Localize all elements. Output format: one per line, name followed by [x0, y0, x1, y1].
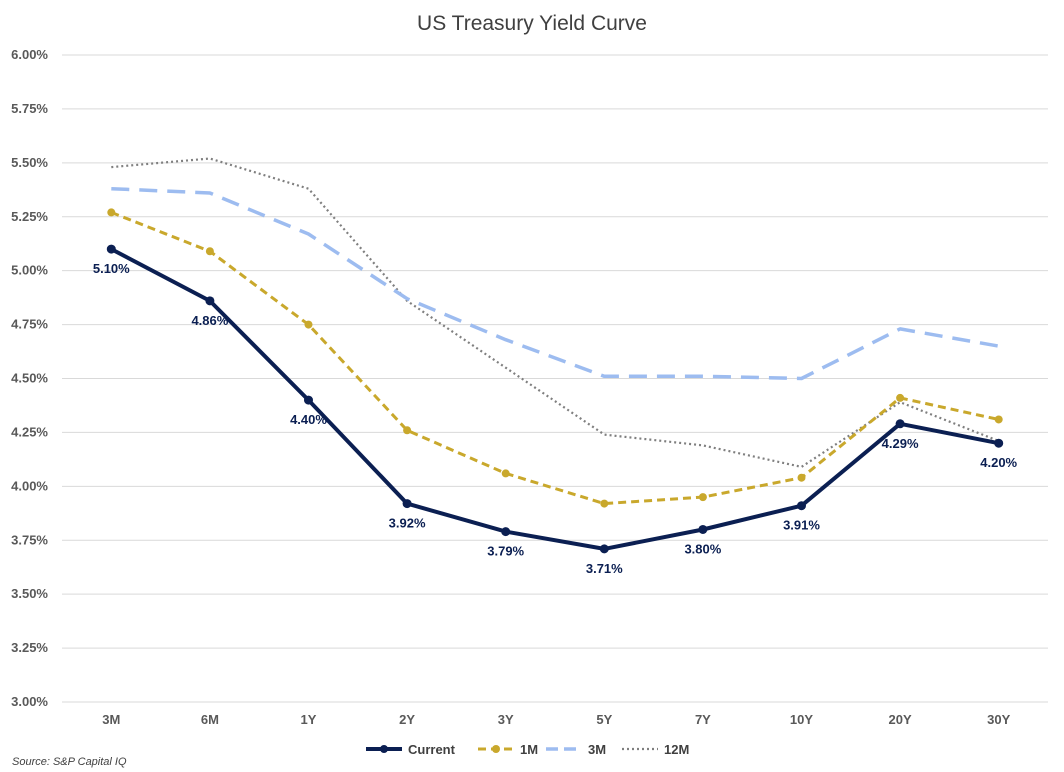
data-point — [501, 469, 510, 478]
legend-label: 1M — [520, 742, 538, 757]
data-point — [599, 544, 609, 554]
data-point — [994, 415, 1003, 424]
data-label: 3.79% — [487, 544, 524, 559]
data-point — [304, 395, 313, 405]
x-tick-label: 7Y — [695, 712, 711, 727]
data-point — [797, 473, 806, 482]
data-point — [896, 393, 905, 402]
x-tick-label: 30Y — [987, 712, 1010, 727]
x-tick-label: 20Y — [889, 712, 912, 727]
legend-marker — [380, 745, 388, 753]
data-label: 4.29% — [882, 436, 919, 451]
x-axis-ticks: 3M 6M 1Y 2Y 3Y 5Y 7Y 10Y 20Y 30Y — [102, 712, 1010, 727]
y-tick-label: 5.50% — [11, 155, 48, 170]
y-tick-label: 5.00% — [11, 263, 48, 278]
data-point — [698, 524, 708, 534]
legend-marker — [492, 745, 500, 753]
legend-label: 12M — [664, 742, 689, 757]
y-tick-label: 6.00% — [11, 47, 48, 62]
legend-item-1m: 1M — [478, 742, 538, 757]
y-tick-label: 3.50% — [11, 586, 48, 601]
data-label: 3.92% — [389, 516, 426, 531]
data-label: 3.80% — [684, 541, 721, 556]
y-tick-label: 3.25% — [11, 640, 48, 655]
data-point — [403, 426, 412, 435]
data-point — [106, 244, 116, 254]
y-tick-label: 4.75% — [11, 317, 48, 332]
source-note: Source: S&P Capital IQ — [12, 756, 127, 768]
y-tick-label: 3.75% — [11, 532, 48, 547]
legend-item-current: Current — [366, 742, 456, 757]
data-point — [501, 527, 511, 537]
legend-item-12m: 12M — [622, 742, 689, 757]
data-label: 4.86% — [191, 313, 228, 328]
y-tick-label: 5.25% — [11, 209, 48, 224]
data-point — [600, 499, 609, 508]
data-label: 5.10% — [93, 261, 130, 276]
series-line — [111, 186, 1000, 381]
series-line — [110, 247, 1000, 551]
chart-title: US Treasury Yield Curve — [417, 12, 647, 35]
data-point — [797, 501, 806, 511]
data-point — [895, 419, 905, 429]
data-label: 3.71% — [586, 561, 623, 576]
data-point — [304, 320, 313, 329]
legend-label: Current — [408, 742, 456, 757]
data-labels: 5.10% 4.86% 4.40% 3.92% 3.79% 3.71% 3.80% 3.91%… — [93, 261, 1018, 576]
series-lines — [106, 157, 1004, 554]
x-tick-label: 3Y — [498, 712, 514, 727]
data-label: 3.91% — [783, 518, 820, 533]
y-tick-label: 4.50% — [11, 371, 48, 386]
series-3m — [111, 186, 1000, 381]
y-tick-label: 3.00% — [11, 694, 48, 709]
x-tick-label: 5Y — [596, 712, 612, 727]
data-point — [402, 499, 412, 509]
data-point — [107, 208, 116, 217]
series-12m — [111, 157, 1000, 468]
data-point — [994, 438, 1004, 448]
data-point — [698, 493, 707, 502]
y-tick-label: 4.00% — [11, 478, 48, 493]
y-tick-label: 4.25% — [11, 424, 48, 439]
series-line — [111, 157, 1000, 468]
gridlines — [62, 54, 1048, 703]
x-tick-label: 10Y — [790, 712, 813, 727]
y-axis-ticks: 3.00% 3.25% 3.50% 3.75% 4.00% 4.25% 4.50% 4.75%… — [11, 47, 48, 709]
data-label: 4.20% — [980, 455, 1017, 470]
legend-label: 3M — [588, 742, 606, 757]
legend: Current 1M 3M 12M — [366, 742, 689, 757]
y-tick-label: 5.75% — [11, 101, 48, 116]
x-tick-label: 2Y — [399, 712, 415, 727]
legend-item-3m: 3M — [546, 742, 606, 757]
data-point — [205, 296, 215, 306]
data-label: 4.40% — [290, 412, 327, 427]
series-line — [110, 211, 1000, 506]
x-tick-label: 6M — [201, 712, 219, 727]
series-1m — [107, 208, 1003, 508]
x-tick-label: 1Y — [301, 712, 317, 727]
x-tick-label: 3M — [102, 712, 120, 727]
data-point — [205, 247, 214, 256]
series-current — [106, 244, 1004, 554]
